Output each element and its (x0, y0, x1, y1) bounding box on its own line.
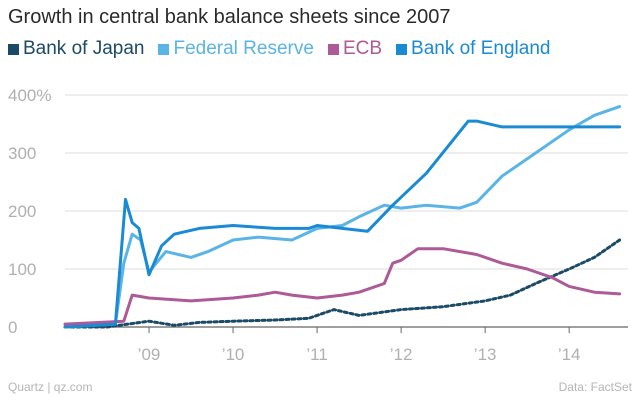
y-tick-label: 300 (8, 144, 36, 163)
chart-title: Growth in central bank balance sheets si… (8, 6, 451, 28)
legend-item-federal-reserve: Federal Reserve (158, 38, 314, 60)
legend-swatch-bank-of-england (396, 43, 408, 55)
y-tick-label: 200 (8, 202, 36, 221)
series-line-bank-of-england (63, 119, 622, 329)
x-tick-label: ’12 (390, 345, 413, 364)
series-line-ecb (63, 247, 622, 326)
y-tick-label: 400% (8, 86, 51, 105)
legend-label-ecb: ECB (342, 38, 383, 59)
legend-item-bank-of-england: Bank of England (396, 38, 550, 60)
legend-swatch-ecb (327, 43, 339, 55)
legend-label-bank-of-japan: Bank of Japan (23, 38, 145, 59)
chart-legend: Bank of Japan Federal Reserve ECB Bank o… (8, 38, 550, 60)
x-tick-label: ’11 (306, 345, 327, 364)
legend-swatch-bank-of-japan (8, 43, 19, 55)
x-tick-label: ’09 (138, 345, 161, 364)
source-credit: Quartz | qz.com (8, 380, 93, 394)
y-tick-label: 0 (8, 318, 17, 337)
grid-layer (65, 94, 628, 328)
series-line-bank-of-japan (63, 238, 622, 329)
legend-label-bank-of-england: Bank of England (411, 38, 551, 59)
x-tick-label: ’10 (222, 345, 245, 364)
y-tick-label: 100 (8, 260, 36, 279)
legend-swatch-federal-reserve (158, 43, 170, 55)
axis-layer: 0 100 200 300 400% ’09 ’10 ’11 ’12 ’13 ’14 (8, 86, 581, 364)
series-layer (63, 105, 622, 329)
data-source: Data: FactSet (558, 380, 632, 394)
legend-item-bank-of-japan: Bank of Japan (8, 38, 144, 60)
x-tick-label: ’14 (558, 345, 581, 364)
x-tick-label: ’13 (474, 345, 497, 364)
legend-item-ecb: ECB (327, 38, 383, 60)
legend-label-federal-reserve: Federal Reserve (173, 38, 314, 59)
